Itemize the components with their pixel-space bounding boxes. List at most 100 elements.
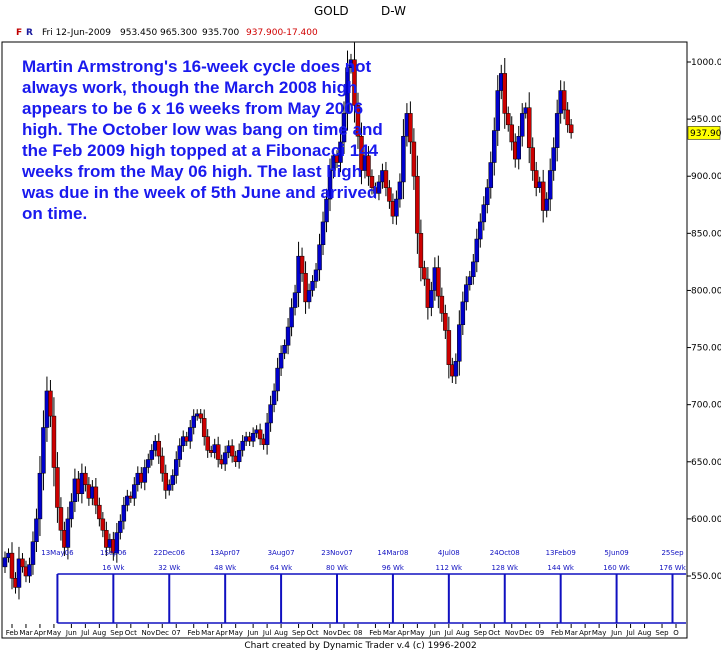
- candle-body: [205, 436, 210, 451]
- candle-body: [55, 467, 60, 508]
- chart-symbol: GOLD: [314, 4, 349, 18]
- candle-body: [37, 472, 43, 520]
- y-tick-label: 1000.000: [691, 58, 721, 68]
- candle-body: [554, 113, 560, 148]
- cycle-week-label: 112 Wk: [436, 564, 464, 572]
- candle-body: [547, 170, 553, 200]
- candle-body: [506, 113, 511, 126]
- x-tick-label: Feb: [188, 629, 201, 637]
- candle-body: [142, 467, 148, 483]
- x-tick-label: Oct: [488, 629, 500, 637]
- candle-body: [146, 459, 151, 468]
- chart-period: D-W: [381, 4, 406, 18]
- candle-body: [366, 155, 371, 177]
- candle-body: [341, 113, 347, 143]
- candle-body: [201, 418, 207, 437]
- candle-body: [359, 135, 364, 171]
- x-tick-label: Nov: [505, 629, 519, 637]
- candle-body: [275, 367, 280, 392]
- x-tick-label: 07: [172, 629, 181, 637]
- y-tick-label: 550.000: [691, 572, 721, 582]
- candle-body: [355, 105, 361, 137]
- cycle-date-label: 13May06: [41, 549, 74, 557]
- x-tick-label: Apr: [34, 629, 46, 637]
- cycle-week-label: 160 Wk: [603, 564, 631, 572]
- x-tick-label: Feb: [369, 629, 382, 637]
- candle-body: [387, 187, 392, 202]
- f-button[interactable]: F: [16, 28, 23, 38]
- candle-body: [464, 284, 469, 303]
- cycle-date-label: 25Sep: [661, 549, 684, 557]
- cycle-date-label: 23Nov07: [321, 549, 352, 557]
- candle-body: [411, 141, 417, 177]
- x-tick-label: Mar: [383, 629, 396, 637]
- x-tick-label: Dec: [337, 629, 351, 637]
- cycle-week-label: 80 Wk: [326, 564, 349, 572]
- x-tick-label: Apr: [397, 629, 409, 637]
- candle-body: [453, 361, 459, 377]
- x-tick-label: May: [410, 629, 424, 637]
- cycle-week-label: 144 Wk: [547, 564, 575, 572]
- x-tick-label: May: [592, 629, 606, 637]
- candle-body: [481, 204, 487, 223]
- candle-body: [2, 557, 8, 568]
- candle-body: [292, 292, 298, 308]
- candle-body: [429, 290, 434, 308]
- x-tick-label: Mar: [565, 629, 578, 637]
- candle-body: [443, 313, 448, 331]
- candle-body: [457, 324, 462, 362]
- x-tick-label: Apr: [216, 629, 228, 637]
- y-tick-label: 900.000: [691, 172, 721, 182]
- candle-body: [446, 330, 452, 365]
- cycle-date-label: 4Jul08: [438, 549, 460, 557]
- candle-body: [65, 518, 71, 548]
- y-tick-label: 950.000: [691, 115, 721, 125]
- candle-body: [394, 198, 399, 217]
- cycle-date-label: 24Oct08: [490, 549, 520, 557]
- last-price-label: 937.900: [690, 129, 721, 139]
- candle-body: [551, 147, 556, 171]
- x-tick-label: Mar: [201, 629, 214, 637]
- candle-body: [530, 147, 535, 171]
- candle-body: [495, 90, 501, 131]
- candle-body: [313, 269, 319, 282]
- x-tick-label: Sep: [110, 629, 124, 637]
- candle-body: [436, 267, 441, 297]
- candle-body: [397, 181, 403, 200]
- bar-low: 935.700: [202, 28, 240, 38]
- cycle-date-label: 13Apr07: [210, 549, 240, 557]
- candle-body: [114, 532, 120, 554]
- candle-body: [467, 276, 473, 285]
- candle-body: [100, 518, 106, 531]
- r-button[interactable]: R: [26, 28, 33, 38]
- x-tick-label: Jun: [428, 629, 440, 637]
- candle-body: [460, 301, 466, 325]
- cycle-week-label: 16 Wk: [102, 564, 125, 572]
- candle-body: [268, 404, 273, 424]
- x-tick-label: Nov: [141, 629, 155, 637]
- candle-body: [20, 558, 25, 568]
- candle-body: [502, 73, 508, 114]
- candle-body: [215, 444, 221, 460]
- candle-body: [544, 198, 549, 211]
- x-tick-label: Sep: [292, 629, 306, 637]
- candle-body: [163, 472, 169, 491]
- candle-body: [320, 221, 326, 246]
- x-tick-label: Oct: [125, 629, 137, 637]
- last-price-box: [687, 126, 721, 140]
- candle-body: [278, 353, 284, 369]
- cycle-week-label: 176 Wk: [659, 564, 687, 572]
- candle-body: [271, 390, 277, 405]
- x-tick-label: Feb: [6, 629, 19, 637]
- y-tick-label: 850.000: [691, 229, 721, 239]
- candle-body: [383, 170, 389, 188]
- candle-body: [526, 107, 532, 148]
- candle-body: [369, 175, 375, 188]
- candle-body: [177, 445, 182, 460]
- y-tick-label: 650.000: [691, 458, 721, 468]
- x-tick-label: Aug: [638, 629, 652, 637]
- x-tick-label: Jul: [444, 629, 454, 637]
- candle-body: [69, 501, 74, 520]
